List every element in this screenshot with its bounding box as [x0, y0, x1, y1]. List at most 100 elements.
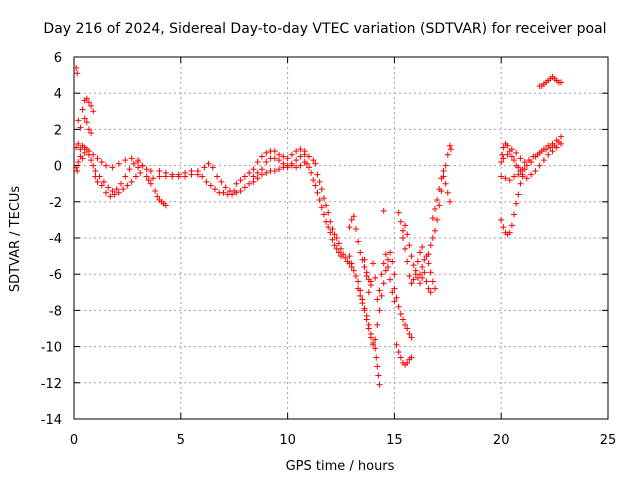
- data-point: [434, 216, 441, 223]
- data-point: [511, 173, 518, 180]
- data-point: [513, 200, 520, 207]
- data-point: [75, 140, 82, 147]
- data-point: [558, 79, 565, 86]
- data-point: [276, 157, 283, 164]
- data-point: [399, 235, 406, 241]
- data-point: [333, 235, 340, 241]
- data-point: [280, 160, 287, 167]
- data-point: [75, 117, 82, 124]
- data-point: [355, 285, 362, 292]
- data-point: [303, 160, 310, 167]
- data-point: [338, 253, 344, 260]
- data-point: [431, 285, 438, 292]
- data-point: [254, 175, 261, 182]
- data-point: [523, 175, 530, 182]
- data-point: [361, 256, 368, 263]
- data-point: [280, 153, 287, 160]
- data-point: [258, 153, 265, 160]
- data-point: [241, 184, 248, 191]
- data-point: [498, 158, 505, 165]
- data-point: [246, 169, 253, 176]
- data-point: [308, 169, 315, 176]
- data-point: [532, 168, 539, 175]
- data-point: [288, 160, 295, 167]
- data-point: [498, 173, 505, 180]
- data-point: [120, 186, 127, 193]
- data-point: [352, 225, 359, 232]
- data-point: [374, 321, 381, 328]
- data-point: [182, 169, 189, 176]
- data-point: [404, 359, 411, 366]
- data-point: [417, 280, 424, 287]
- data-point: [504, 142, 511, 149]
- data-point: [83, 119, 90, 126]
- data-point: [545, 151, 552, 158]
- data-point: [370, 260, 377, 267]
- data-point: [408, 280, 415, 287]
- data-point: [429, 278, 436, 285]
- data-point: [128, 178, 135, 185]
- data-point: [111, 191, 118, 198]
- data-point: [346, 224, 353, 231]
- data-point: [90, 151, 97, 158]
- y-tick-label: -10: [41, 341, 62, 356]
- data-point: [241, 173, 248, 180]
- data-point: [310, 157, 317, 164]
- data-point: [293, 157, 300, 164]
- data-point: [320, 195, 327, 202]
- data-point: [229, 191, 236, 198]
- y-tick-label: -12: [41, 377, 62, 392]
- data-point: [233, 189, 240, 196]
- data-point: [222, 184, 229, 191]
- x-tick-label: 10: [279, 433, 296, 448]
- x-tick-label: 5: [177, 433, 185, 448]
- data-point: [297, 146, 304, 153]
- data-point: [75, 158, 82, 165]
- data-point: [325, 224, 332, 231]
- data-point: [376, 287, 383, 294]
- data-point: [511, 211, 518, 218]
- data-point: [100, 178, 107, 185]
- y-tick-label: -6: [49, 268, 62, 283]
- data-point: [380, 207, 387, 214]
- data-point: [402, 222, 409, 229]
- data-point: [519, 173, 526, 180]
- y-tick-label: -4: [49, 232, 62, 247]
- data-point: [429, 235, 436, 241]
- data-point: [323, 202, 330, 209]
- data-point: [555, 139, 562, 146]
- data-point: [199, 173, 206, 180]
- data-point: [175, 173, 182, 180]
- data-point: [88, 130, 95, 137]
- data-point: [211, 186, 218, 193]
- y-tick-label: 2: [54, 123, 62, 138]
- data-point: [258, 166, 265, 173]
- data-point: [115, 189, 122, 196]
- data-point: [288, 151, 295, 158]
- data-point: [387, 249, 394, 256]
- data-point: [558, 133, 565, 140]
- data-point: [357, 292, 364, 299]
- data-point: [79, 155, 86, 162]
- data-point: [348, 260, 355, 267]
- data-point: [515, 164, 522, 171]
- data-point: [94, 155, 101, 162]
- data-point: [417, 271, 424, 278]
- data-point: [135, 157, 142, 164]
- data-point: [145, 177, 152, 184]
- data-point: [254, 158, 261, 165]
- data-point: [333, 245, 340, 252]
- data-point: [543, 146, 550, 153]
- data-point: [250, 178, 257, 185]
- data-point: [436, 202, 443, 209]
- data-point: [209, 164, 216, 171]
- data-point: [429, 215, 436, 222]
- data-point: [372, 336, 379, 343]
- data-point: [205, 160, 212, 167]
- data-point: [92, 168, 99, 175]
- x-tick-label: 20: [493, 433, 510, 448]
- data-point: [540, 157, 547, 164]
- data-point: [387, 276, 394, 283]
- data-point: [90, 108, 97, 115]
- y-tick-label: -14: [41, 413, 62, 428]
